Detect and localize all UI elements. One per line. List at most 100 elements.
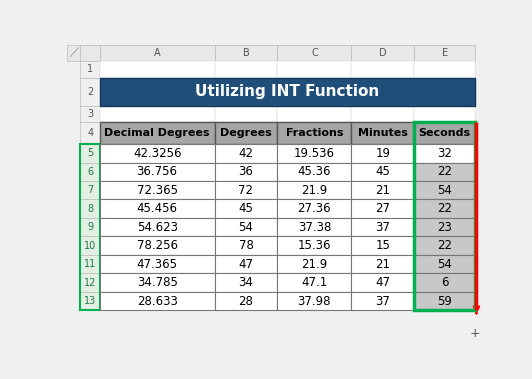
Bar bbox=[351, 236, 414, 255]
Text: Minutes: Minutes bbox=[358, 128, 408, 138]
Text: 42: 42 bbox=[238, 147, 253, 160]
Bar bbox=[414, 181, 475, 199]
Bar bbox=[277, 105, 351, 122]
Bar bbox=[80, 255, 100, 273]
Text: 37: 37 bbox=[376, 294, 390, 308]
Text: A: A bbox=[154, 48, 161, 58]
Text: 28.633: 28.633 bbox=[137, 294, 178, 308]
Text: B: B bbox=[243, 48, 250, 58]
Text: 10: 10 bbox=[84, 241, 96, 251]
Bar bbox=[414, 199, 475, 218]
Bar bbox=[80, 236, 100, 255]
Text: 21: 21 bbox=[375, 258, 390, 271]
Text: 34.785: 34.785 bbox=[137, 276, 178, 289]
Bar bbox=[351, 255, 414, 273]
Text: 45: 45 bbox=[238, 202, 253, 215]
Bar bbox=[414, 255, 475, 273]
Text: 22: 22 bbox=[437, 165, 452, 178]
Text: 34: 34 bbox=[238, 276, 253, 289]
Bar bbox=[100, 163, 214, 181]
Text: 37.38: 37.38 bbox=[298, 221, 331, 234]
Bar bbox=[277, 255, 351, 273]
Bar bbox=[414, 163, 475, 181]
Bar bbox=[100, 273, 214, 292]
Bar bbox=[351, 61, 414, 78]
Text: Degrees: Degrees bbox=[220, 128, 272, 138]
Text: 54: 54 bbox=[437, 258, 452, 271]
Text: 2: 2 bbox=[87, 87, 93, 97]
Bar bbox=[100, 199, 214, 218]
Bar bbox=[214, 181, 277, 199]
Bar bbox=[214, 122, 277, 144]
Bar bbox=[214, 255, 277, 273]
Text: 15.36: 15.36 bbox=[297, 239, 331, 252]
Bar bbox=[414, 292, 475, 310]
Bar bbox=[414, 273, 475, 292]
Bar bbox=[100, 236, 214, 255]
Text: C: C bbox=[311, 48, 318, 58]
Text: 45.36: 45.36 bbox=[297, 165, 331, 178]
Text: Decimal Degrees: Decimal Degrees bbox=[104, 128, 210, 138]
Text: 27.36: 27.36 bbox=[297, 202, 331, 215]
Text: 19: 19 bbox=[375, 147, 390, 160]
Bar bbox=[214, 292, 277, 310]
Bar bbox=[214, 45, 277, 61]
Bar bbox=[214, 163, 277, 181]
Text: Fractions: Fractions bbox=[286, 128, 343, 138]
Text: 9: 9 bbox=[87, 222, 93, 232]
Bar bbox=[80, 45, 100, 61]
Bar bbox=[80, 199, 100, 218]
Bar bbox=[351, 292, 414, 310]
Text: 8: 8 bbox=[87, 204, 93, 214]
Bar bbox=[351, 273, 414, 292]
Bar bbox=[214, 144, 277, 163]
Bar bbox=[277, 292, 351, 310]
Bar bbox=[414, 218, 475, 236]
Text: 21: 21 bbox=[375, 184, 390, 197]
Bar bbox=[80, 144, 100, 163]
Bar bbox=[80, 61, 100, 78]
Bar bbox=[100, 78, 475, 105]
Text: 22: 22 bbox=[437, 202, 452, 215]
Bar bbox=[214, 199, 277, 218]
Bar bbox=[414, 105, 475, 122]
Bar bbox=[277, 199, 351, 218]
Bar bbox=[414, 236, 475, 255]
Text: 12: 12 bbox=[84, 278, 96, 288]
Text: 36.756: 36.756 bbox=[137, 165, 178, 178]
Text: 7: 7 bbox=[87, 185, 93, 195]
Bar bbox=[351, 199, 414, 218]
Text: 37: 37 bbox=[376, 221, 390, 234]
Text: 21.9: 21.9 bbox=[301, 184, 328, 197]
Bar bbox=[351, 218, 414, 236]
Text: 47: 47 bbox=[375, 276, 390, 289]
Bar bbox=[66, 45, 80, 61]
Text: 59: 59 bbox=[437, 294, 452, 308]
Text: 28: 28 bbox=[238, 294, 253, 308]
Text: 72: 72 bbox=[238, 184, 253, 197]
Text: 37.98: 37.98 bbox=[297, 294, 331, 308]
Text: 4: 4 bbox=[87, 128, 93, 138]
Bar bbox=[100, 255, 214, 273]
Bar bbox=[80, 181, 100, 199]
Text: 27: 27 bbox=[375, 202, 390, 215]
Bar bbox=[80, 292, 100, 310]
Bar bbox=[277, 144, 351, 163]
Bar bbox=[100, 292, 214, 310]
Bar bbox=[414, 144, 475, 163]
Text: 54: 54 bbox=[437, 184, 452, 197]
Bar bbox=[214, 236, 277, 255]
Bar bbox=[277, 181, 351, 199]
Bar bbox=[351, 181, 414, 199]
Text: 3: 3 bbox=[87, 109, 93, 119]
Text: 1: 1 bbox=[87, 64, 93, 74]
Bar bbox=[277, 45, 351, 61]
Bar bbox=[100, 105, 214, 122]
Bar bbox=[100, 218, 214, 236]
Text: 45: 45 bbox=[376, 165, 390, 178]
Bar bbox=[100, 45, 214, 61]
Text: E: E bbox=[442, 48, 447, 58]
Bar bbox=[414, 122, 475, 144]
Bar bbox=[277, 163, 351, 181]
Bar bbox=[351, 122, 414, 144]
